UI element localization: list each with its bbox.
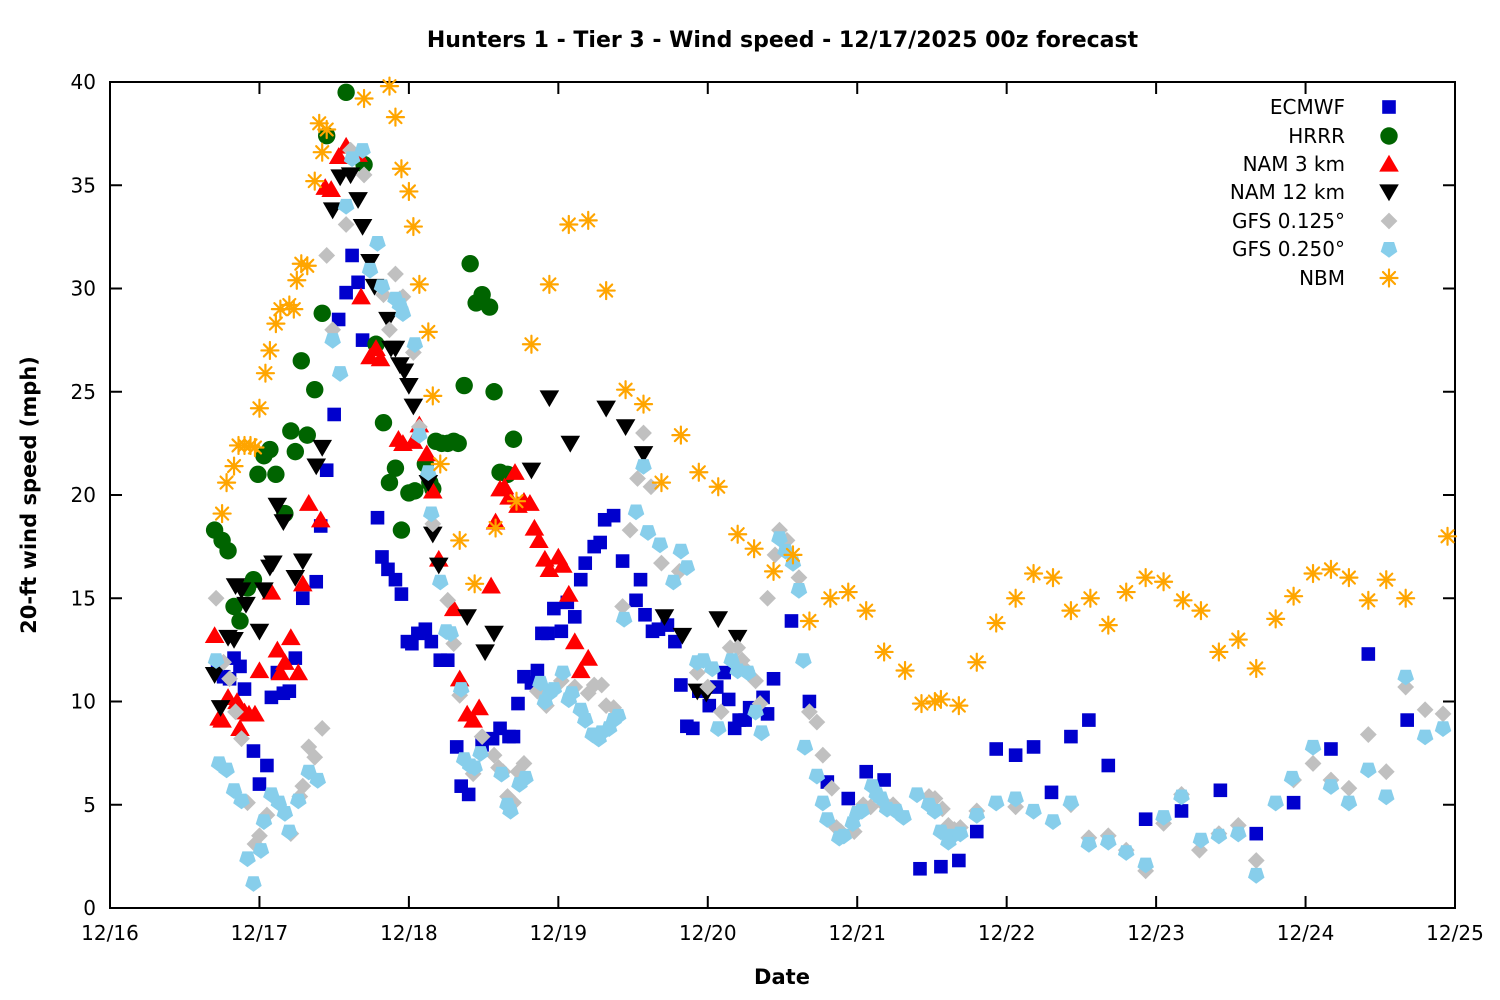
legend-item-nbm: NBM xyxy=(1230,263,1406,291)
y-tick-label: 30 xyxy=(71,277,96,301)
triangle-up-marker-icon xyxy=(1379,154,1399,172)
chart-title: Hunters 1 - Tier 3 - Wind speed - 12/17/… xyxy=(426,28,1139,53)
y-axis-ticks: 0 5 10 15 20 25 30 35 40 xyxy=(71,70,1455,920)
y-tick-label: 10 xyxy=(71,690,96,714)
x-tick-label: 12/22 xyxy=(978,921,1036,945)
legend-item-gfs-0-250: GFS 0.250° xyxy=(1230,235,1406,263)
legend-label-nam-12-km: NAM 12 km xyxy=(1229,180,1345,205)
x-tick-label: 12/19 xyxy=(530,921,588,945)
legend-label-gfs-0-125: GFS 0.125° xyxy=(1232,208,1345,233)
legend-item-hrrr: HRRR xyxy=(1230,121,1406,149)
circle-marker-icon xyxy=(1380,126,1398,145)
legend-item-gfs-0-125: GFS 0.125° xyxy=(1230,207,1406,235)
x-tick-label: 12/17 xyxy=(231,921,289,945)
diamond-marker-icon xyxy=(1380,212,1398,230)
x-tick-label: 12/20 xyxy=(679,921,737,945)
legend-label-hrrr: HRRR xyxy=(1288,123,1345,148)
x-axis-ticks: 12/16 12/17 12/18 12/19 12/20 12/21 12/22 12/23… xyxy=(81,82,1484,945)
pentagon-marker-icon xyxy=(1380,242,1398,258)
y-tick-label: 20 xyxy=(71,483,96,507)
legend-label-ecmwf: ECMWF xyxy=(1269,95,1345,120)
x-tick-label: 12/23 xyxy=(1127,921,1185,945)
x-axis-label: Date xyxy=(754,965,810,989)
y-tick-label: 35 xyxy=(71,173,96,197)
series-nam-12-km xyxy=(204,167,748,717)
legend-item-nam-12-km: NAM 12 km xyxy=(1230,178,1406,206)
series-gfs-0-250 xyxy=(207,143,1452,892)
legend-item-ecmwf: ECMWF xyxy=(1230,93,1406,121)
x-tick-label: 12/25 xyxy=(1426,921,1484,945)
square-marker-icon xyxy=(1382,100,1396,114)
x-tick-label: 12/24 xyxy=(1277,921,1335,945)
y-tick-label: 5 xyxy=(83,793,96,817)
y-tick-label: 25 xyxy=(71,380,96,404)
legend-item-nam-3-km: NAM 3 km xyxy=(1230,150,1406,178)
legend: ECMWF HRRR NAM 3 km NAM 12 km GFS 0.125° GFS … xyxy=(1230,93,1406,292)
y-tick-label: 15 xyxy=(71,586,96,610)
legend-label-nbm: NBM xyxy=(1299,265,1345,290)
y-tick-label: 40 xyxy=(71,70,96,94)
x-tick-label: 12/18 xyxy=(380,921,438,945)
x-tick-label: 12/21 xyxy=(828,921,886,945)
triangle-down-marker-icon xyxy=(1379,184,1399,202)
asterisk-marker-icon xyxy=(1379,267,1399,288)
legend-label-nam-3-km: NAM 3 km xyxy=(1242,151,1345,176)
legend-label-gfs-0-250: GFS 0.250° xyxy=(1232,237,1345,262)
series-nbm xyxy=(212,76,1458,716)
x-tick-label: 12/16 xyxy=(81,921,139,945)
series-hrrr xyxy=(205,83,523,630)
y-tick-label: 0 xyxy=(83,896,96,920)
series-ecmwf xyxy=(210,248,1414,876)
